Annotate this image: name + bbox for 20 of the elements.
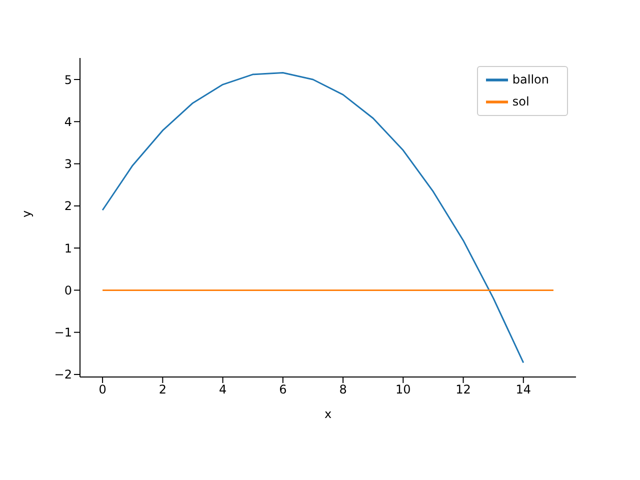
y-tick-label: 5 <box>64 72 72 87</box>
x-tick-label: 2 <box>158 382 166 397</box>
x-tick-label: 12 <box>456 382 471 397</box>
x-tick-label: 14 <box>516 382 532 397</box>
legend-label: sol <box>512 94 530 108</box>
x-tick-label: 0 <box>98 382 106 397</box>
x-tick-label: 6 <box>279 382 287 397</box>
y-tick-label: 0 <box>64 283 72 298</box>
y-tick-label: 2 <box>64 199 72 214</box>
x-tick-label: 8 <box>339 382 347 397</box>
x-tick-label: 10 <box>396 382 411 397</box>
y-tick-label: −2 <box>54 368 72 382</box>
y-tick-label: 3 <box>64 157 72 172</box>
x-axis-title: x <box>324 407 332 421</box>
legend-label: ballon <box>512 72 549 86</box>
x-tick-label: 4 <box>218 382 227 397</box>
y-tick-label: 4 <box>64 114 72 129</box>
y-tick-label: −1 <box>54 326 72 340</box>
y-axis-title: y <box>19 210 34 218</box>
y-tick-label: 1 <box>64 241 72 256</box>
